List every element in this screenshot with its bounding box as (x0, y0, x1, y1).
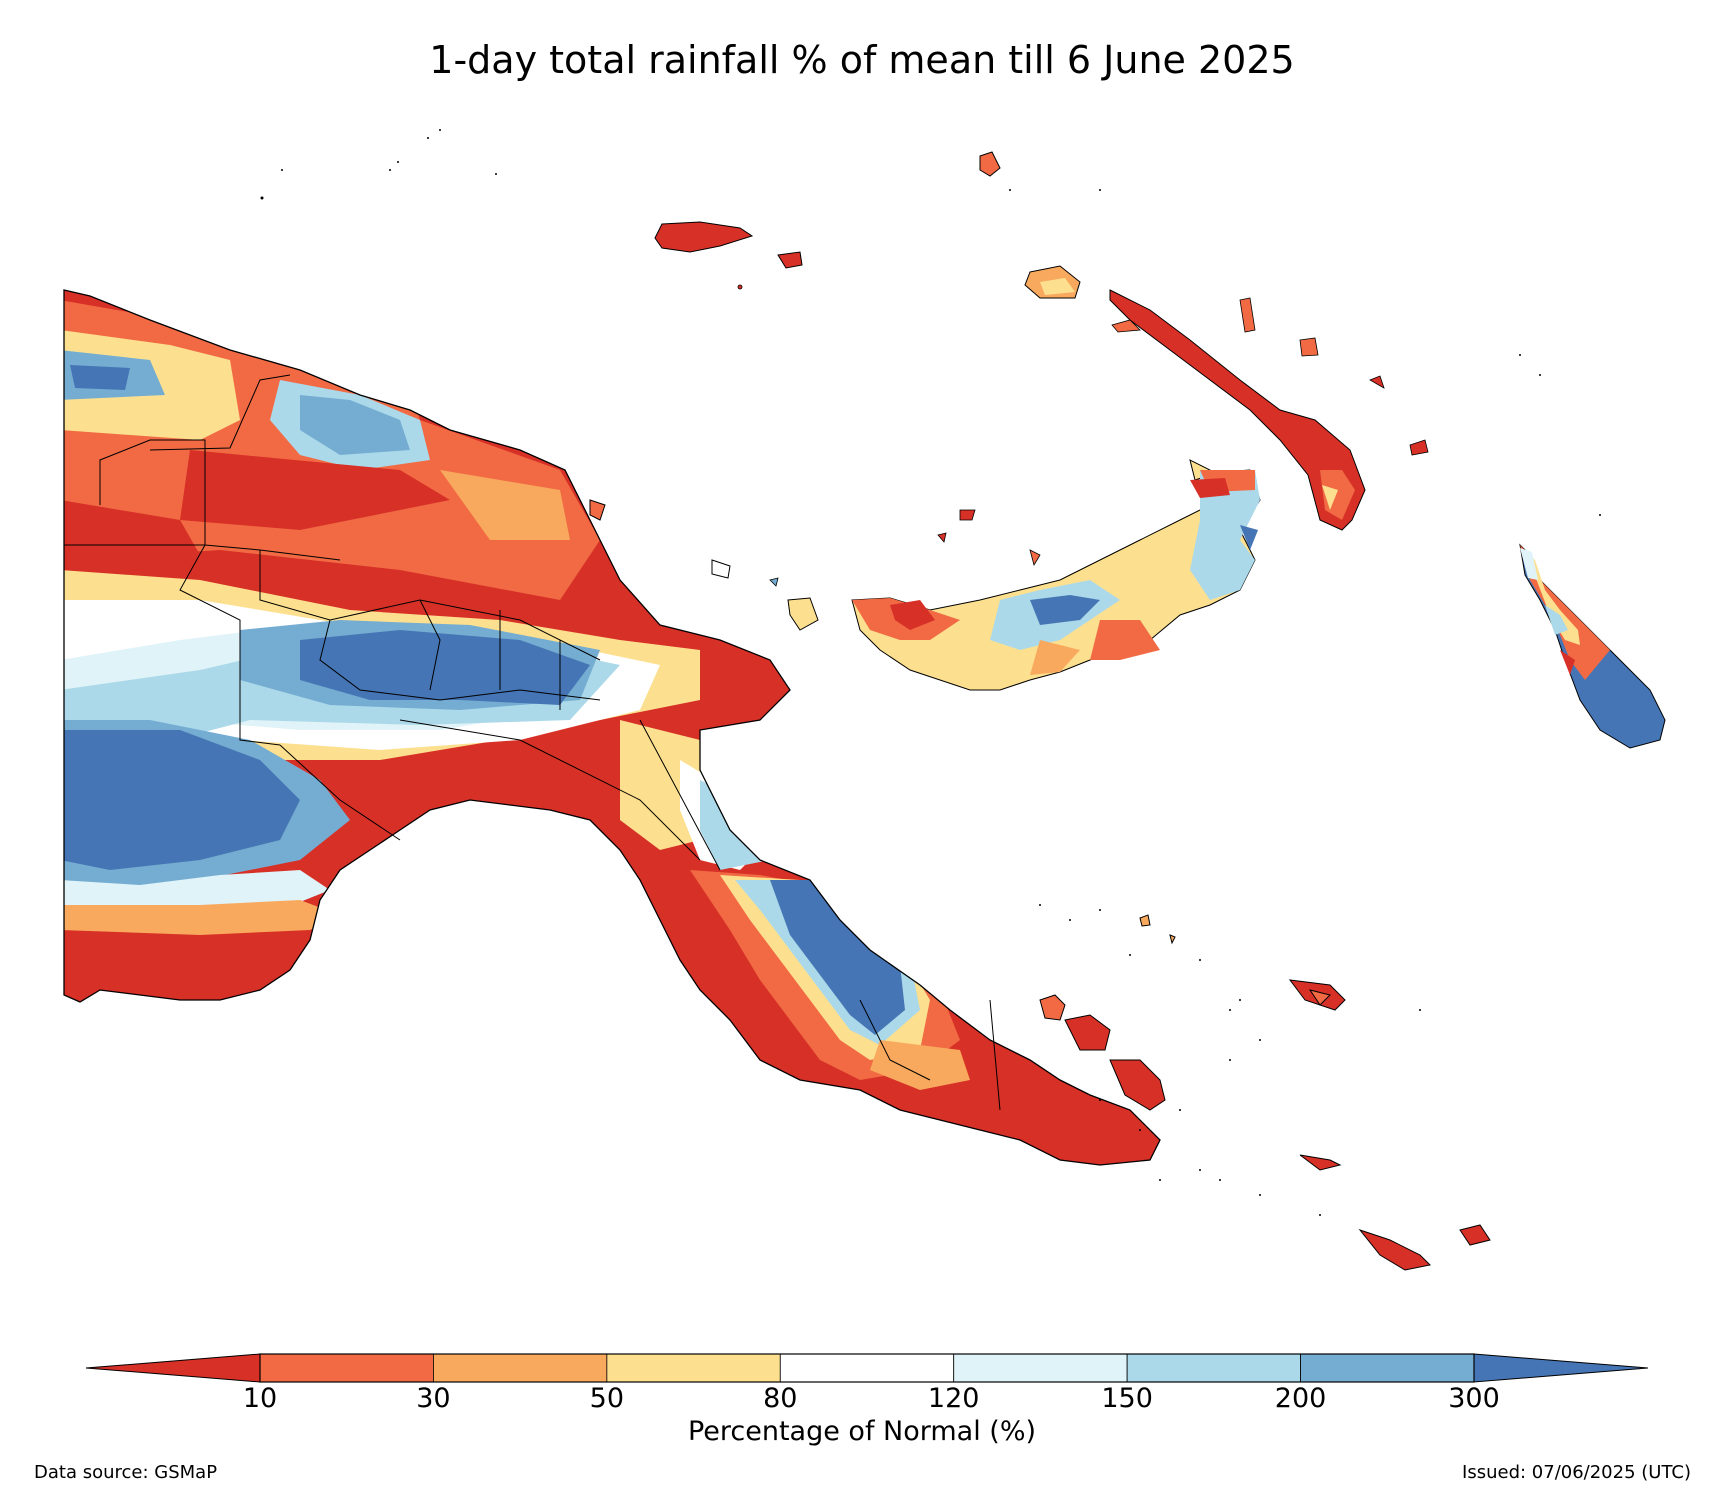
colorbar-segment (1126, 1353, 1301, 1383)
colorbar-segments (259, 1353, 1475, 1383)
colorbar-extend-low (85, 1353, 261, 1383)
manus-island (654, 221, 803, 290)
colorbar-segment (779, 1353, 955, 1383)
colorbar-tick-label: 200 (1274, 1383, 1327, 1414)
new-ireland (1024, 265, 1366, 531)
colorbar-segment (259, 1353, 434, 1383)
colorbar-segment (1300, 1353, 1475, 1383)
colorbar-tick-label: 50 (589, 1383, 625, 1414)
colorbar-tick-label: 150 (1101, 1383, 1153, 1414)
colorbar-tick-label: 120 (927, 1383, 980, 1414)
colorbar-tick-label: 80 (763, 1383, 798, 1414)
new-britain (851, 459, 1261, 691)
issued-date-note: Issued: 07/06/2025 (UTC) (1462, 1462, 1691, 1483)
bougainville (1519, 543, 1666, 749)
province-boundaries (64, 374, 1001, 1111)
colorbar-segment (606, 1353, 781, 1383)
mussau-island (979, 151, 1001, 177)
mainland-outline (63, 289, 1161, 1166)
colorbar-segment (953, 1353, 1128, 1383)
colorbar-tick-label: 10 (242, 1383, 278, 1414)
colorbar-segment (433, 1353, 608, 1383)
colorbar-tick-label: 300 (1448, 1383, 1500, 1414)
colorbar-label: Percentage of Normal (%) (687, 1416, 1037, 1447)
data-source-note: Data source: GSMaP (34, 1462, 218, 1483)
new-britain-offshore (589, 297, 1429, 631)
colorbar-extend-high (1473, 1353, 1649, 1383)
small-island-markers (260, 129, 1601, 516)
colorbar-tick-label: 30 (416, 1383, 451, 1414)
reef-dots (1039, 904, 1421, 1216)
southeast-islands (1039, 914, 1491, 1271)
rainfall-map (63, 129, 1666, 1271)
map-title: 1-day total rainfall % of mean till 6 Ju… (429, 38, 1295, 82)
